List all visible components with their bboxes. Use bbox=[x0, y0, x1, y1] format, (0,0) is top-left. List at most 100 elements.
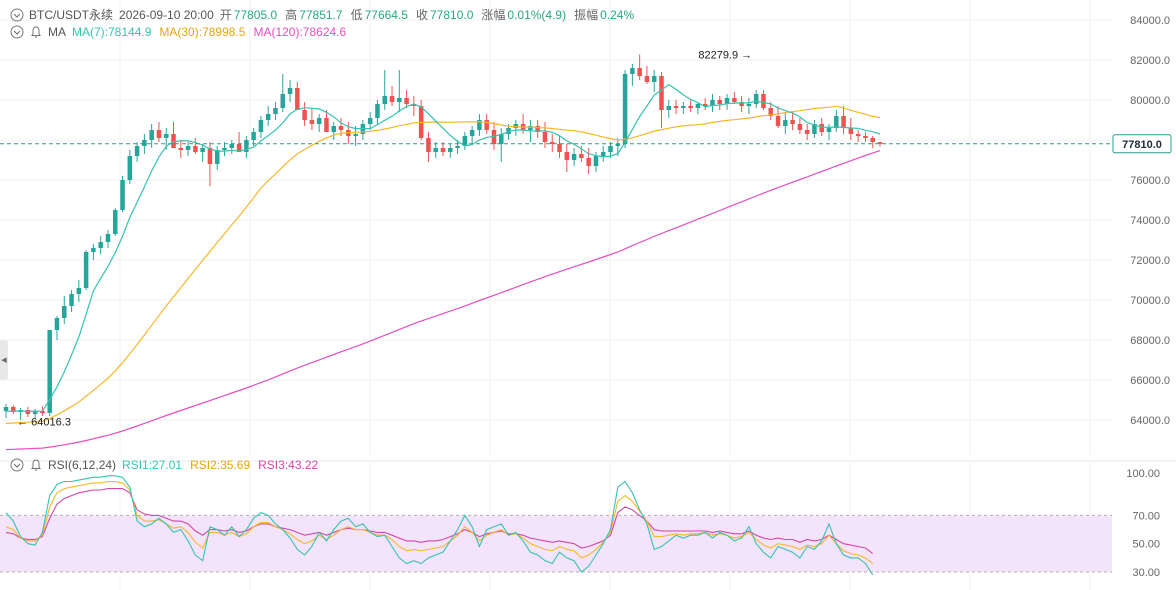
candle-body bbox=[338, 126, 344, 130]
candle-body bbox=[651, 76, 657, 82]
candle-body bbox=[69, 294, 74, 306]
candle-body bbox=[637, 68, 642, 76]
candle-body bbox=[411, 104, 417, 106]
candle-body bbox=[615, 144, 621, 146]
candle-body bbox=[280, 94, 286, 108]
close-label: 收 bbox=[415, 8, 428, 22]
candle-body bbox=[397, 98, 402, 102]
candle-body bbox=[455, 146, 460, 148]
low-label: 低 bbox=[350, 8, 363, 22]
candle-body bbox=[732, 98, 737, 102]
rsi-axis-tick-label: 100.00 bbox=[1126, 468, 1160, 480]
candle-body bbox=[753, 94, 759, 104]
candle-body bbox=[579, 154, 584, 158]
candle-body bbox=[834, 116, 839, 128]
candle-body bbox=[91, 248, 96, 252]
price-axis-tick-label: 72000.0 bbox=[1130, 255, 1170, 267]
high-value: 77851.7 bbox=[299, 7, 343, 22]
candle-body bbox=[622, 74, 628, 144]
candle-body bbox=[324, 118, 329, 132]
candle-body bbox=[549, 142, 555, 144]
chevron-left-icon[interactable]: ◀ bbox=[0, 340, 8, 380]
candle-body bbox=[513, 124, 519, 128]
candle-body bbox=[462, 136, 468, 146]
candle-body bbox=[236, 144, 242, 152]
candle-body bbox=[229, 144, 235, 148]
candle-body bbox=[506, 128, 511, 134]
candle-body bbox=[528, 126, 533, 130]
price-axis-tick-label: 82000.0 bbox=[1130, 55, 1170, 67]
candle-body bbox=[76, 288, 82, 294]
candle-body bbox=[673, 106, 679, 108]
candle-body bbox=[688, 106, 693, 108]
chevron-down-circle-icon[interactable] bbox=[10, 8, 24, 22]
bell-icon[interactable] bbox=[29, 458, 43, 472]
candle-body bbox=[11, 407, 16, 412]
chevron-down-circle-icon[interactable] bbox=[10, 25, 24, 39]
open-label: 开 bbox=[219, 8, 232, 22]
chevron-down-circle-icon[interactable] bbox=[10, 458, 24, 472]
current-price-label: 77810.0 bbox=[1122, 139, 1162, 151]
candle-body bbox=[244, 140, 249, 152]
price-axis-tick-label: 84000.0 bbox=[1130, 15, 1170, 27]
candle-body bbox=[222, 148, 227, 150]
candle-body bbox=[134, 146, 140, 156]
candle-body bbox=[877, 142, 883, 144]
candle-body bbox=[287, 88, 293, 94]
candle-body bbox=[775, 116, 781, 126]
candle-body bbox=[142, 140, 147, 146]
candle-body bbox=[477, 120, 482, 130]
candle-body bbox=[695, 104, 701, 108]
candle-body bbox=[826, 128, 832, 132]
candle-body bbox=[316, 118, 322, 124]
symbol-label: BTC/USDT永续 bbox=[29, 8, 114, 22]
low-value: 77664.5 bbox=[364, 7, 408, 22]
candle-body bbox=[295, 88, 300, 110]
close-value: 77810.0 bbox=[430, 7, 474, 22]
candle-body bbox=[302, 110, 307, 120]
ma-legend-row: MA MA(7):78144.9 MA(30):78998.5 MA(120):… bbox=[10, 25, 354, 39]
ma7-value: MA(7):78144.9 bbox=[72, 25, 152, 39]
candle-body bbox=[600, 152, 606, 156]
rsi-axis-tick-label: 30.00 bbox=[1132, 567, 1160, 579]
candle-body bbox=[200, 148, 205, 152]
candle-body bbox=[40, 411, 45, 413]
candle-body bbox=[367, 118, 373, 124]
rsi-band bbox=[0, 515, 1112, 572]
candle-body bbox=[790, 120, 795, 124]
candle-body bbox=[571, 154, 577, 160]
candle-body bbox=[739, 102, 744, 106]
candle-body bbox=[761, 94, 766, 108]
candle-body bbox=[98, 242, 103, 248]
price-axis-tick-label: 68000.0 bbox=[1130, 335, 1170, 347]
rsi2-value: RSI2:35.69 bbox=[190, 458, 251, 472]
candle-body bbox=[469, 130, 475, 136]
candle-body bbox=[644, 76, 650, 82]
candle-body bbox=[608, 146, 613, 152]
ohlc-info-row: BTC/USDT永续 2026-09-10 20:00 开 77805.0 高 77… bbox=[10, 6, 642, 23]
candle-body bbox=[710, 100, 715, 106]
candle-body bbox=[207, 148, 213, 164]
bell-icon[interactable] bbox=[29, 25, 43, 39]
candle-body bbox=[185, 146, 191, 150]
candle-body bbox=[746, 104, 752, 106]
candle-body bbox=[812, 124, 817, 134]
candle-body bbox=[32, 411, 38, 414]
ma120-line bbox=[5, 150, 881, 451]
candle-body bbox=[557, 144, 562, 152]
rsi-axis-tick-label: 70.00 bbox=[1132, 510, 1160, 522]
candle-body bbox=[666, 106, 672, 110]
candle-body bbox=[797, 124, 803, 130]
candle-body bbox=[848, 128, 854, 134]
candle-body bbox=[178, 148, 184, 150]
candle-body bbox=[389, 96, 395, 102]
candle-body bbox=[353, 134, 358, 136]
price-axis-tick-label: 64000.0 bbox=[1130, 415, 1170, 427]
price-axis-tick-label: 76000.0 bbox=[1130, 175, 1170, 187]
rsi-axis-tick-label: 50.00 bbox=[1132, 539, 1160, 551]
min-price-marker: ← 64016.3 bbox=[17, 417, 71, 429]
candle-body bbox=[659, 76, 664, 110]
candle-body bbox=[426, 138, 431, 152]
rsi1-line bbox=[5, 475, 874, 576]
